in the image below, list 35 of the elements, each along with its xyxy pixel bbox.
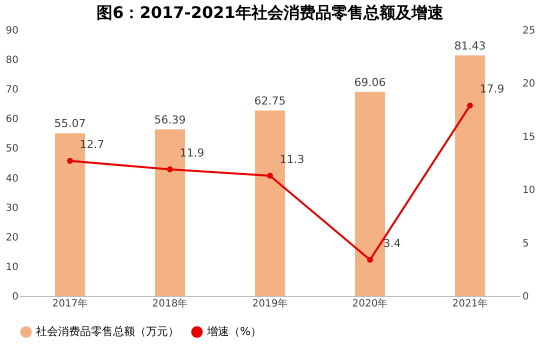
- x-tick-label: 2017年: [52, 298, 88, 310]
- chart-title: 图6：2017-2021年社会消费品零售总额及增速: [96, 3, 444, 22]
- y2-tick-label: 25: [522, 26, 536, 36]
- point: [367, 256, 373, 263]
- y2-tick-label: 15: [522, 132, 536, 143]
- bar: [355, 92, 385, 296]
- y-tick-label: 0: [12, 292, 18, 302]
- y-tick-label: 80: [6, 55, 18, 66]
- data-label: 62.75: [254, 94, 286, 108]
- y-tick-label: 90: [6, 26, 18, 36]
- y2-tick-label: 20: [522, 78, 536, 90]
- y2-tick-label: 0: [522, 292, 529, 302]
- legend-label: 增速（%）: [206, 325, 262, 338]
- point: [267, 172, 273, 179]
- data-label: 69.06: [354, 76, 386, 89]
- point: [67, 158, 73, 164]
- y-tick-label: 10: [6, 262, 18, 273]
- x-tick-label: 2018年: [152, 298, 188, 310]
- x-tick-label: 2021年: [452, 298, 488, 310]
- x-tick-label: 2019年: [252, 298, 288, 310]
- y-tick-label: 60: [6, 114, 18, 126]
- y-tick-label: 40: [6, 173, 18, 184]
- data-label: 81.43: [454, 39, 486, 52]
- data-label: 55.07: [54, 117, 86, 130]
- data-label: 56.39: [154, 113, 186, 126]
- legend-label: 社会消费品零售总额（万元）: [36, 325, 179, 338]
- y-tick-label: 70: [6, 84, 18, 96]
- y-tick-label: 50: [6, 144, 18, 155]
- y2-tick-label: 10: [522, 185, 536, 196]
- x-tick-label: 2020年: [352, 298, 388, 310]
- point: [167, 166, 173, 172]
- y-tick-label: 30: [6, 202, 18, 214]
- point: [467, 102, 473, 108]
- y-tick-label: 20: [6, 232, 18, 244]
- y2-tick-label: 5: [522, 238, 529, 250]
